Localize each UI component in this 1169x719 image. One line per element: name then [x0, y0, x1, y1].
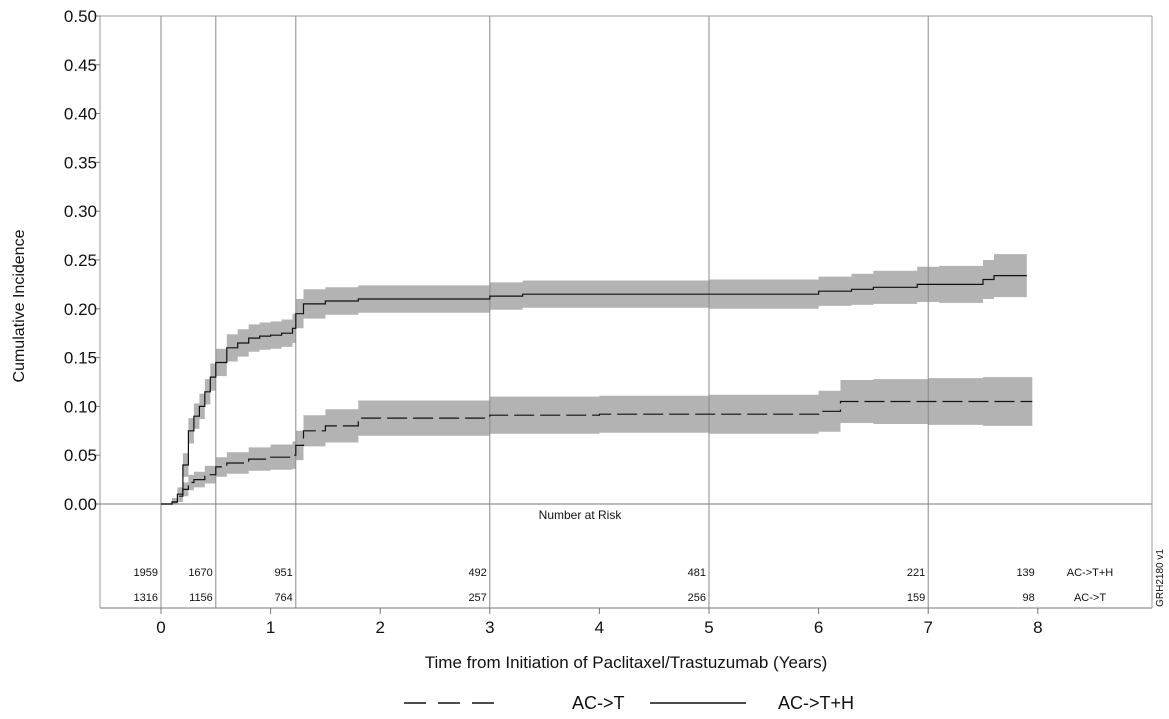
plot-frame: [99, 15, 1153, 609]
incidence-curves: [161, 275, 1033, 505]
risk-ac-t-6: 98: [1023, 592, 1035, 604]
y-axis-label: Cumulative Incidence: [11, 229, 28, 382]
x-tick-label-3: 3: [485, 618, 494, 637]
confidence-band-ac-t: [161, 377, 1033, 504]
risk-ac-t-h-1: 1670: [188, 567, 212, 579]
y-tick-label-2: 0.10: [64, 397, 97, 416]
y-axis: 0.00 0.05 0.10 0.15 0.20 0.25 0.30 0.35 0.40 0.45…: [64, 7, 100, 514]
risk-ac-t-h-6: 139: [1016, 567, 1034, 579]
risk-ac-t-h-5: 221: [907, 567, 925, 579]
risk-ac-t-5: 159: [907, 592, 925, 604]
legend-label-ac-t: AC->T: [572, 693, 625, 713]
legend: AC->T AC->T+H: [404, 693, 854, 713]
risk-ac-t-h-2: 951: [274, 567, 292, 579]
y-tick-label-1: 0.05: [64, 446, 97, 465]
x-tick-label-8: 8: [1033, 618, 1042, 637]
x-tick-label-5: 5: [704, 618, 713, 637]
number-at-risk-title: Number at Risk: [539, 508, 623, 522]
risk-ac-t-1: 1156: [189, 592, 213, 604]
x-tick-label-4: 4: [595, 618, 604, 637]
confidence-band-ac-t-h: [161, 252, 1027, 504]
x-tick-label-1: 1: [266, 618, 275, 637]
x-axis: 0 1 2 3 4 5 6 7 8: [156, 608, 1043, 637]
risk-ac-t-4: 256: [688, 592, 706, 604]
risk-ac-t-h-0: 1959: [134, 567, 158, 579]
vertical-reference-lines: [160, 16, 929, 608]
risk-ac-t-h-4: 481: [688, 567, 706, 579]
y-tick-label-7: 0.35: [64, 153, 97, 172]
x-tick-label-6: 6: [814, 618, 823, 637]
legend-label-ac-t-h: AC->T+H: [778, 693, 854, 713]
number-at-risk-table: 1959 1670 951 492 481 221 139 AC->T+H 1316 1156 76…: [134, 567, 1114, 604]
y-tick-label-9: 0.45: [64, 56, 97, 75]
y-tick-label-0: 0.00: [64, 495, 97, 514]
risk-ac-t-h-3: 492: [468, 567, 486, 579]
y-tick-label-4: 0.20: [64, 300, 97, 319]
risk-ac-t-0: 1316: [134, 592, 158, 604]
y-tick-label-8: 0.40: [64, 105, 97, 124]
risk-row-label-ac-t: AC->T: [1074, 592, 1106, 604]
x-tick-label-7: 7: [923, 618, 932, 637]
figure-id-label: GRH2180 v1: [1155, 549, 1166, 607]
risk-ac-t-3: 257: [468, 592, 486, 604]
y-tick-label-10: 0.50: [64, 7, 97, 26]
confidence-bands: [161, 252, 1033, 504]
y-tick-label-5: 0.25: [64, 251, 97, 270]
y-tick-label-6: 0.30: [64, 202, 97, 221]
curve-ac-t-h: [161, 275, 1027, 505]
x-tick-label-0: 0: [156, 618, 165, 637]
risk-row-label-ac-t-h: AC->T+H: [1067, 567, 1114, 579]
x-axis-label: Time from Initiation of Paclitaxel/Trast…: [425, 653, 827, 672]
risk-ac-t-2: 764: [274, 592, 292, 604]
x-tick-label-2: 2: [375, 618, 384, 637]
curve-ac-t: [161, 400, 1033, 505]
y-tick-label-3: 0.15: [64, 349, 97, 368]
